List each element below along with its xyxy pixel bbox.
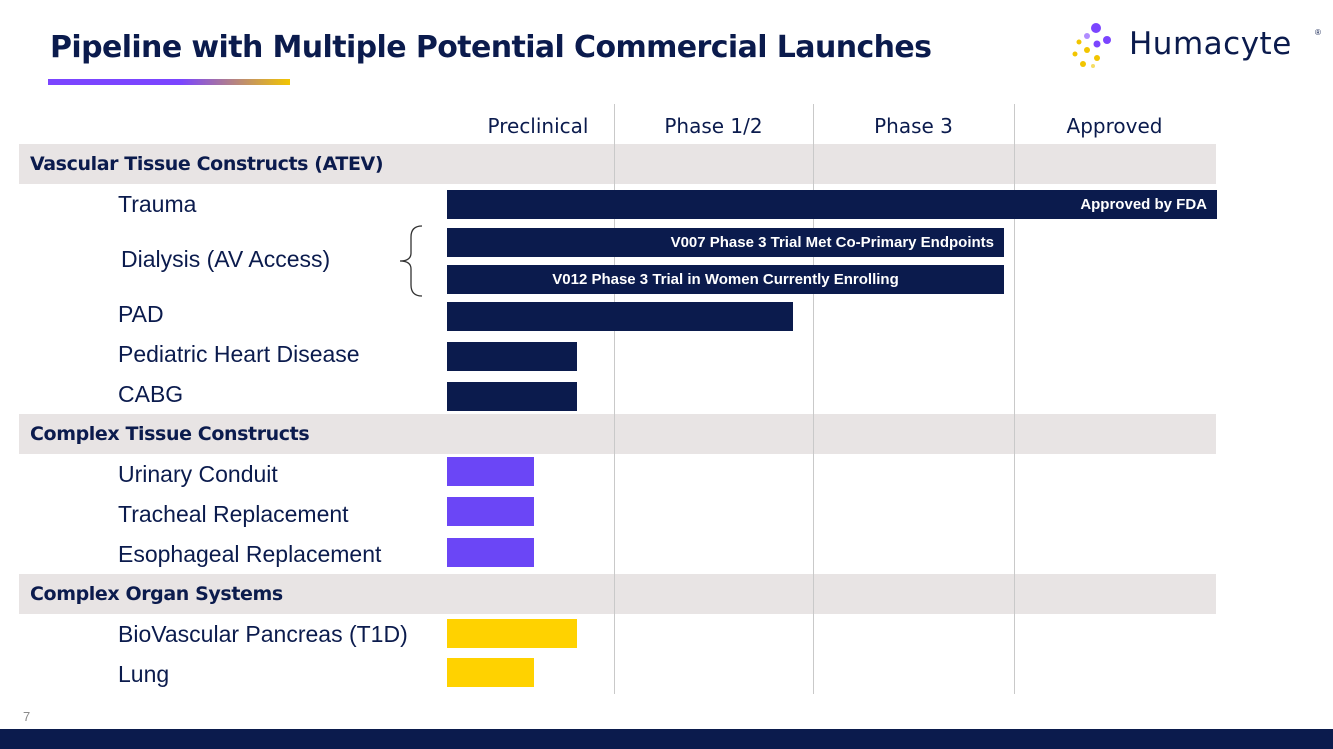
section-band-vascular: Vascular Tissue Constructs (ATEV): [19, 144, 1216, 184]
row-label-pancreas: BioVascular Pancreas (T1D): [118, 621, 408, 647]
progress-bar-esophageal: [447, 538, 534, 567]
company-logo: Humacyte ®: [1067, 20, 1327, 72]
row-label-lung: Lung: [118, 661, 170, 687]
humacyte-logo-icon: [1072, 23, 1111, 68]
progress-bar-pad: [447, 302, 793, 331]
row-label-tracheal: Tracheal Replacement: [118, 501, 349, 527]
progress-bar-pediatric-heart: [447, 342, 577, 371]
progress-bar-lung: [447, 658, 534, 687]
stage-divider: [614, 104, 615, 694]
title-underline: [48, 79, 290, 85]
progress-bar-urinary-conduit: [447, 457, 534, 486]
progress-bar-cabg: [447, 382, 577, 411]
stage-divider: [813, 104, 814, 694]
row-label-pediatric-heart: Pediatric Heart Disease: [118, 341, 360, 367]
stage-header-phase-1-2: Phase 1/2: [664, 114, 763, 138]
stage-divider: [1014, 104, 1015, 694]
slide-title: Pipeline with Multiple Potential Commerc…: [50, 30, 932, 65]
progress-bar-pancreas: [447, 619, 577, 648]
stage-header-approved: Approved: [1066, 114, 1163, 138]
row-label-dialysis: Dialysis (AV Access): [121, 246, 331, 272]
dialysis-brace-icon: [399, 225, 423, 297]
stage-header-phase-3: Phase 3: [874, 114, 953, 138]
section-band-complex-tissue: Complex Tissue Constructs: [19, 414, 1216, 454]
stage-header-preclinical: Preclinical: [487, 114, 589, 138]
section-label: Vascular Tissue Constructs (ATEV): [30, 153, 384, 175]
section-band-complex-organ: Complex Organ Systems: [19, 574, 1216, 614]
progress-bar-tracheal: [447, 497, 534, 526]
row-label-trauma: Trauma: [118, 191, 197, 217]
progress-bar-trauma: Approved by FDA: [447, 190, 1217, 219]
logo-registered-mark: ®: [1315, 28, 1321, 37]
page-number: 7: [23, 709, 31, 724]
progress-bar-dialysis-v007: V007 Phase 3 Trial Met Co-Primary Endpoi…: [447, 228, 1004, 257]
row-label-urinary-conduit: Urinary Conduit: [118, 461, 278, 487]
footer-bar: [0, 729, 1333, 749]
logo-wordmark: Humacyte: [1129, 26, 1292, 62]
row-label-pad: PAD: [118, 301, 164, 327]
section-label: Complex Tissue Constructs: [30, 423, 310, 445]
progress-bar-dialysis-v012: V012 Phase 3 Trial in Women Currently En…: [447, 265, 1004, 294]
section-label: Complex Organ Systems: [30, 583, 283, 605]
row-label-cabg: CABG: [118, 381, 184, 407]
row-label-esophageal: Esophageal Replacement: [118, 541, 382, 567]
